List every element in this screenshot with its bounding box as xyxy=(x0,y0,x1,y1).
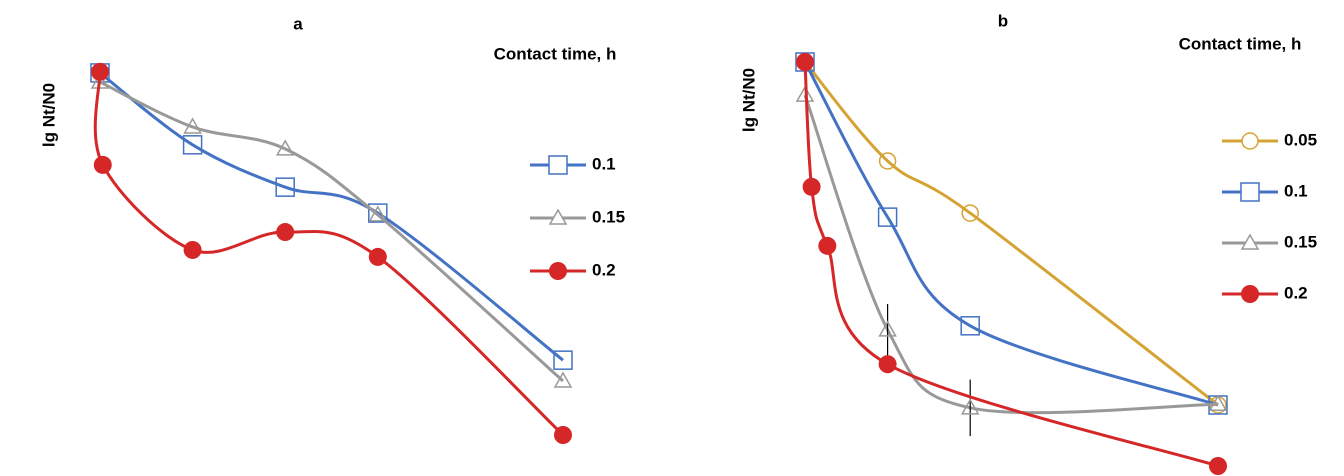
series-line xyxy=(99,71,564,362)
marker xyxy=(183,240,202,259)
y-axis-label: lg Nt/N0 xyxy=(39,83,58,147)
legend-marker xyxy=(548,155,568,175)
marker xyxy=(368,203,388,223)
legend-marker xyxy=(1240,182,1260,202)
legend-label: 0.15 xyxy=(592,207,625,226)
marker xyxy=(553,371,573,388)
chart-title: a xyxy=(293,14,303,33)
marker xyxy=(795,85,815,102)
legend-label: 0.2 xyxy=(592,260,616,279)
series-line xyxy=(803,61,1219,407)
marker xyxy=(275,177,295,197)
marker xyxy=(182,135,203,155)
marker xyxy=(368,247,387,266)
marker xyxy=(368,205,388,222)
marker xyxy=(1208,394,1228,411)
legend-label: 0.15 xyxy=(1284,232,1317,251)
legend-marker xyxy=(1240,233,1260,250)
marker xyxy=(553,350,573,370)
marker xyxy=(818,236,837,255)
legend-marker xyxy=(548,208,568,225)
marker xyxy=(275,139,295,156)
marker xyxy=(878,355,897,374)
legend-label: 0.1 xyxy=(592,154,616,173)
marker xyxy=(960,316,980,336)
series-line xyxy=(99,80,565,383)
series-line xyxy=(803,61,1219,407)
marker xyxy=(878,152,897,170)
marker xyxy=(802,177,821,196)
legend-label: 0.2 xyxy=(1284,283,1308,302)
marker xyxy=(878,320,897,337)
series-line xyxy=(803,94,1219,415)
marker xyxy=(93,155,112,174)
marker xyxy=(276,223,295,242)
series-line xyxy=(803,61,1219,468)
legend-marker xyxy=(1241,132,1259,150)
legend-marker xyxy=(1241,285,1259,303)
y-axis-label: lg Nt/N0 xyxy=(739,68,758,132)
marker xyxy=(91,62,109,81)
legend-label: 0.05 xyxy=(1284,130,1317,149)
marker xyxy=(183,117,202,134)
marker xyxy=(960,398,980,415)
marker xyxy=(961,204,979,222)
legend-marker xyxy=(549,262,567,280)
marker xyxy=(877,207,898,227)
marker xyxy=(554,426,572,444)
marker xyxy=(796,53,814,71)
chart-title: b xyxy=(998,11,1008,30)
legend-title: Contact time, h xyxy=(1179,34,1302,53)
legend-label: 0.1 xyxy=(1284,181,1308,200)
marker xyxy=(1209,457,1227,475)
legend-title: Contact time, h xyxy=(494,44,617,63)
